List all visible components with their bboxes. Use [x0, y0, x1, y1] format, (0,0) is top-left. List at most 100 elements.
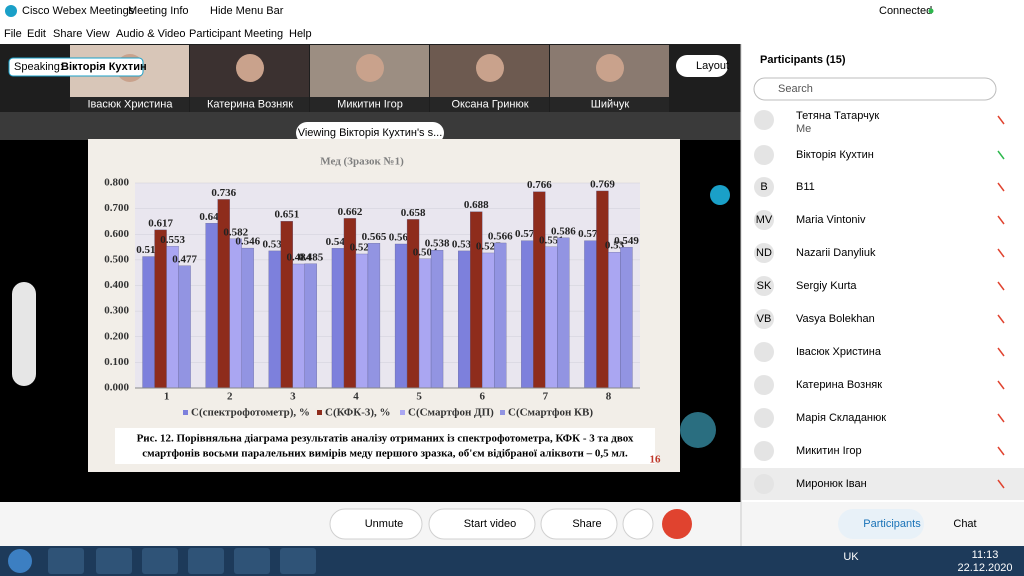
- participant-face: [236, 54, 264, 82]
- control-button[interactable]: [329, 508, 423, 540]
- y-tick-label: 0.100: [104, 356, 129, 368]
- meeting-info[interactable]: Meeting Info: [128, 5, 189, 17]
- avatar-initials: VB: [757, 313, 772, 325]
- leave-button[interactable]: [662, 509, 692, 539]
- participant-name[interactable]: Вікторія Кухтин: [796, 149, 874, 161]
- avatar: [754, 276, 774, 296]
- taskbar-date: 22.12.2020: [957, 562, 1012, 574]
- participant-name[interactable]: Nazarii Danyliuk: [796, 247, 876, 259]
- bar: [394, 243, 408, 389]
- participant-name[interactable]: Maria Vintoniv: [796, 214, 866, 226]
- y-tick-label: 0.800: [104, 177, 129, 189]
- data-label: 0.477: [172, 253, 197, 265]
- legend-label: C(спектрофотометр), %: [191, 407, 310, 419]
- y-tick-label: 0.300: [104, 305, 129, 317]
- taskbar-app[interactable]: [280, 548, 316, 574]
- bar: [205, 223, 218, 389]
- y-tick-label: 0.700: [104, 202, 129, 214]
- taskbar-app[interactable]: [96, 548, 132, 574]
- caption-box: [115, 428, 655, 464]
- control-button[interactable]: [428, 508, 536, 540]
- page-number: 16: [650, 454, 662, 466]
- participant-name[interactable]: Vasya Bolekhan: [796, 313, 875, 325]
- mic-icon: [997, 479, 1005, 489]
- bar: [178, 265, 191, 389]
- bar: [280, 221, 293, 389]
- panel-tab[interactable]: [838, 509, 924, 539]
- menu-item[interactable]: Participant: [189, 28, 241, 40]
- video-tile-name: Шийчук: [591, 98, 630, 110]
- control-button[interactable]: [540, 508, 618, 540]
- bar: [608, 252, 621, 389]
- slide-caption: смартфонів восьми паралельних вимірів ме…: [142, 448, 628, 460]
- participant-name[interactable]: Катерина Возняк: [796, 379, 882, 391]
- data-label: 0.549: [614, 235, 639, 247]
- annotation-toolbar: [12, 282, 36, 386]
- layout-button[interactable]: [676, 55, 728, 77]
- mic-icon: [997, 281, 1005, 291]
- x-tick-label: 8: [606, 391, 612, 403]
- mic-icon: [997, 248, 1005, 258]
- panel-title: Participants (15): [760, 54, 846, 66]
- search-box[interactable]: [753, 77, 997, 101]
- start-button[interactable]: [8, 549, 32, 573]
- avatar: [754, 145, 774, 165]
- avatar: [754, 309, 774, 329]
- bar: [292, 263, 305, 389]
- data-label: 0.565: [362, 231, 387, 243]
- panel-tab-label[interactable]: Chat: [953, 518, 976, 530]
- avatar: [754, 210, 774, 230]
- mic-icon: [997, 347, 1005, 357]
- x-tick-label: 4: [353, 391, 359, 403]
- bar: [142, 256, 155, 389]
- y-tick-label: 0.200: [104, 330, 129, 342]
- participant-face: [356, 54, 384, 82]
- floating-icon[interactable]: [680, 412, 716, 448]
- menu-item[interactable]: Audio & Video: [116, 28, 186, 40]
- y-tick-label: 0.400: [104, 279, 129, 291]
- control-label: Unmute: [365, 518, 404, 530]
- bar: [596, 190, 609, 389]
- participant-name[interactable]: Микитин Ігор: [796, 445, 862, 457]
- app-icon: [5, 5, 17, 17]
- x-tick-label: 2: [227, 391, 233, 403]
- video-tile-name: Івасюк Христина: [88, 98, 174, 110]
- participant-name[interactable]: Тетяна Татарчук: [796, 110, 879, 122]
- menu-item[interactable]: Share: [53, 28, 82, 40]
- floating-icon[interactable]: [710, 185, 730, 205]
- bar: [304, 263, 317, 389]
- participant-name[interactable]: Івасюк Христина: [796, 346, 882, 358]
- participant-name[interactable]: Миронюк Іван: [796, 478, 867, 490]
- taskbar-app[interactable]: [188, 548, 224, 574]
- data-label: 0.553: [160, 234, 185, 246]
- name-strip: [430, 97, 549, 112]
- participant-name[interactable]: B11: [796, 181, 815, 193]
- control-label: Start video: [464, 518, 517, 530]
- viewing-banner: [296, 122, 444, 144]
- app-title: Cisco Webex Meetings: [22, 5, 135, 17]
- hide-menu-bar[interactable]: Hide Menu Bar: [210, 5, 284, 17]
- menu-item[interactable]: View: [86, 28, 110, 40]
- bar: [533, 191, 546, 389]
- menu-item[interactable]: Meeting: [244, 28, 283, 40]
- bar: [166, 246, 179, 389]
- video-tile-name: Микитин Ігор: [337, 98, 403, 110]
- participant-name[interactable]: Sergiy Kurta: [796, 280, 857, 292]
- more-button[interactable]: [622, 508, 654, 540]
- bar: [367, 243, 381, 389]
- participant-name[interactable]: Марія Складанюк: [796, 412, 886, 424]
- avatar-initials: SK: [757, 280, 772, 292]
- taskbar-app[interactable]: [48, 548, 84, 574]
- menu-item[interactable]: Edit: [27, 28, 46, 40]
- mic-icon: [997, 413, 1005, 423]
- x-tick-label: 1: [164, 391, 170, 403]
- bar: [406, 219, 420, 389]
- avatar: [754, 177, 774, 197]
- taskbar-app[interactable]: [142, 548, 178, 574]
- menu-item[interactable]: Help: [289, 28, 312, 40]
- taskbar-app[interactable]: [234, 548, 270, 574]
- data-label: 0.538: [425, 238, 450, 250]
- data-label: 0.658: [401, 207, 426, 219]
- menu-item[interactable]: File: [4, 28, 22, 40]
- y-tick-label: 0.000: [104, 382, 129, 394]
